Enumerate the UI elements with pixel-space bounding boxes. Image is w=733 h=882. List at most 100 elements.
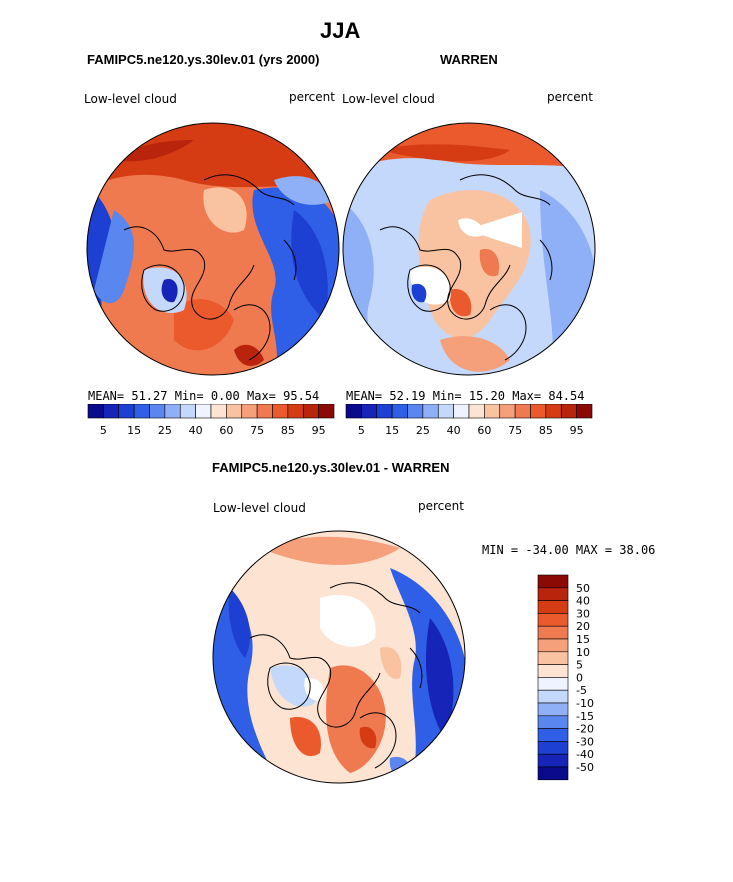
colorbar-panel1: 5 15 25 40 60 75 85 95 — [87, 404, 335, 437]
colorbar-swatch — [537, 715, 569, 729]
page-title: JJA — [320, 18, 361, 43]
colorbar-swatch — [287, 404, 304, 419]
colorbar-tick-label: 95 — [570, 424, 584, 437]
colorbar-tick-label: -50 — [576, 761, 594, 774]
panel2-title: WARREN — [440, 52, 498, 67]
colorbar-tick-label: 25 — [158, 424, 172, 437]
colorbar-tick-label: 95 — [312, 424, 326, 437]
colorbar-swatch — [422, 404, 439, 419]
colorbar-tick-label: 85 — [539, 424, 553, 437]
panel2-stats: MEAN= 52.19 Min= 15.20 Max= 84.54 — [346, 389, 584, 403]
colorbar-tick-label: 0 — [576, 671, 583, 684]
colorbar-tick-label: 5 — [358, 424, 365, 437]
colorbar-tick-label: -15 — [576, 710, 594, 723]
colorbar-swatch — [537, 638, 569, 653]
colorbar-swatch — [537, 587, 569, 601]
colorbar-swatch — [361, 404, 378, 419]
colorbar-swatch — [484, 404, 501, 419]
colorbar-swatch — [437, 404, 454, 419]
colorbar-swatch — [87, 404, 104, 419]
colorbar-swatch — [149, 404, 166, 419]
colorbar-tick-label: 5 — [100, 424, 107, 437]
panel2-min-value: 15.20 — [468, 389, 505, 403]
colorbar-tick-label: -20 — [576, 723, 594, 736]
colorbar-swatch — [537, 753, 569, 768]
colorbar-tick-label: -30 — [576, 735, 594, 748]
colorbar-swatch — [195, 404, 212, 419]
colorbar-swatch — [537, 664, 569, 678]
colorbar-swatch — [576, 404, 593, 419]
panel2-max-value: 84.54 — [548, 389, 585, 403]
coastlines — [123, 174, 297, 361]
colorbar-tick-label: 15 — [127, 424, 141, 437]
colorbar-swatch — [453, 404, 470, 419]
colorbar-tick-label: 40 — [576, 595, 590, 608]
colorbar-swatch — [537, 574, 569, 589]
colorbar-swatch — [537, 689, 569, 704]
colorbar-swatch — [345, 404, 362, 419]
panel1-mean-label: MEAN= — [88, 389, 125, 403]
colorbar-tick-label: 15 — [385, 424, 399, 437]
map-diff — [212, 530, 466, 784]
colorbar-tick-label: 60 — [219, 424, 233, 437]
map-border — [212, 530, 466, 784]
colorbar-tick-label: 15 — [576, 633, 590, 646]
panel1-stats: MEAN= 51.27 Min= 0.00 Max= 95.54 — [88, 389, 319, 403]
colorbar-swatch — [537, 625, 569, 640]
colorbar-swatch — [530, 404, 547, 419]
colorbar-tick-label: 75 — [250, 424, 264, 437]
panel1-variable-label: Low-level cloud — [84, 92, 177, 106]
colorbar-swatch — [272, 404, 289, 419]
colorbar-tick-label: 60 — [477, 424, 491, 437]
colorbar-swatch — [537, 677, 569, 691]
colorbar-tick-label: 25 — [416, 424, 430, 437]
colorbar-swatch — [164, 404, 181, 419]
colorbar-swatch — [560, 404, 577, 419]
colorbar-swatch — [179, 404, 196, 419]
panel1-mean-value: 51.27 — [131, 389, 168, 403]
colorbar-swatch — [391, 404, 408, 419]
panel1-title: FAMIPC5.ne120.ys.30lev.01 (yrs 2000) — [87, 52, 320, 67]
colorbar-tick-label: 75 — [508, 424, 522, 437]
diff-title: FAMIPC5.ne120.ys.30lev.01 - WARREN — [212, 460, 450, 475]
panel2-units-label: percent — [547, 90, 593, 104]
colorbar-swatch — [537, 600, 569, 614]
panel1-min-value: 0.00 — [210, 389, 240, 403]
panel2-mean-label: MEAN= — [346, 389, 383, 403]
colorbar-swatch — [376, 404, 393, 419]
colorbar-tick-label: -10 — [576, 697, 594, 710]
colorbar-swatch — [210, 404, 227, 419]
region-greenland — [270, 665, 316, 707]
colorbar-swatch — [241, 404, 258, 419]
panel1-max-value: 95.54 — [283, 389, 320, 403]
diff-units-label: percent — [418, 499, 464, 513]
panel2-min-label: Min= — [432, 389, 462, 403]
panel2-variable-label: Low-level cloud — [342, 92, 435, 106]
colorbar-tick-label: 5 — [576, 659, 583, 672]
colorbar-swatch — [537, 613, 569, 627]
colorbar-swatch — [118, 404, 135, 419]
map-border — [86, 122, 340, 376]
panel1-min-label: Min= — [174, 389, 204, 403]
colorbar-tick-label: -40 — [576, 748, 594, 761]
coastlines — [379, 174, 553, 361]
region-arctic — [320, 594, 376, 647]
colorbar-swatch — [537, 766, 569, 781]
map-panel2 — [342, 122, 596, 376]
colorbar-swatch — [537, 702, 569, 717]
colorbar-swatch — [226, 404, 243, 419]
colorbar-swatch — [545, 404, 562, 419]
map-border — [342, 122, 596, 376]
panel1-units-label: percent — [289, 90, 335, 104]
colorbar-tick-label: 20 — [576, 620, 590, 633]
colorbar-tick-label: 40 — [189, 424, 203, 437]
coastlines — [249, 582, 423, 769]
colorbar-tick-label: 30 — [576, 607, 590, 620]
panel2-mean-value: 52.19 — [389, 389, 426, 403]
colorbar-swatch — [537, 651, 569, 665]
panel1-max-label: Max= — [247, 389, 276, 403]
diff-minmax-text: MIN = -34.00 MAX = 38.06 — [482, 543, 656, 557]
colorbar-swatch — [302, 404, 319, 419]
colorbar-swatch — [318, 404, 335, 419]
